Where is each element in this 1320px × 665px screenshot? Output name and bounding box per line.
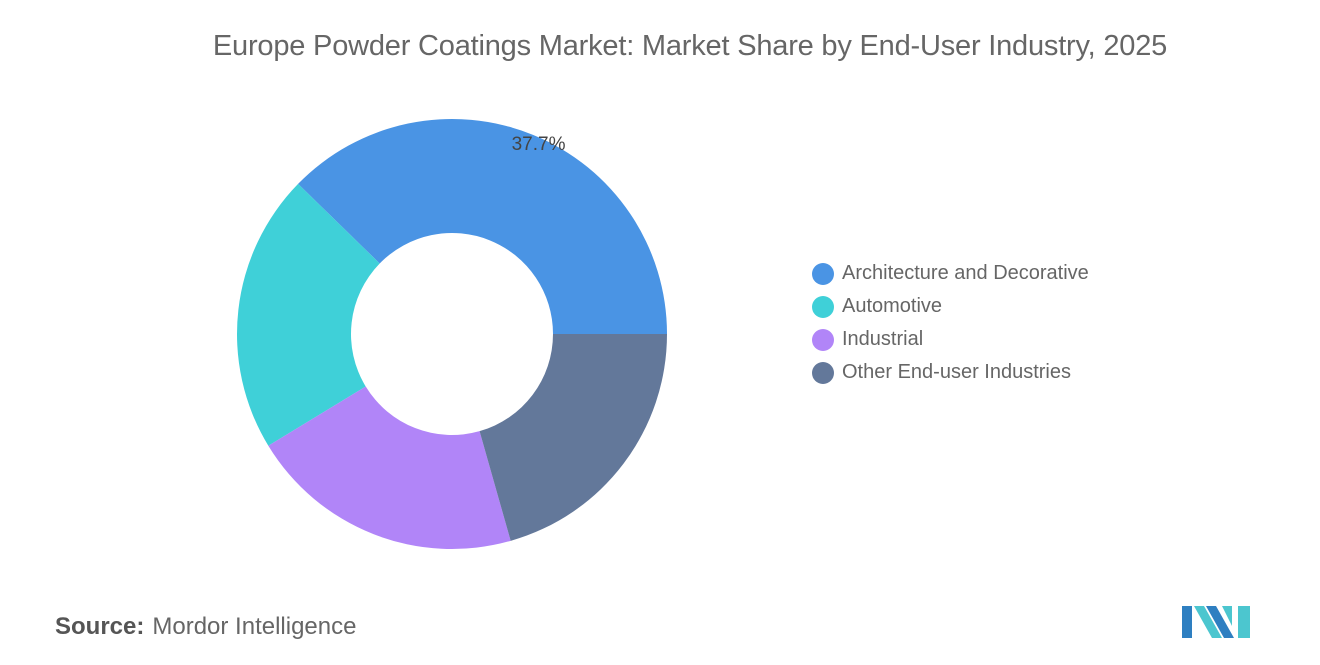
mordor-logo (1182, 606, 1250, 638)
source-label: Source: (55, 613, 145, 640)
slice-industrial (268, 386, 511, 549)
slice-automotive (236, 183, 380, 446)
chart-title: Europe Powder Coatings Market: Market Sh… (212, 30, 1168, 62)
donut-chart: 37.7% (236, 119, 667, 549)
legend-label: Other End-user Industries (842, 361, 1071, 383)
slice-other-end-user-industries (479, 334, 667, 541)
legend-label: Industrial (842, 328, 924, 350)
legend-item: Other End-user Industries (812, 356, 1089, 389)
legend-item: Automotive (812, 290, 1089, 323)
slice-architecture-and-decorative (298, 119, 667, 334)
source-value: Mordor Intelligence (152, 613, 357, 640)
legend-swatch (812, 295, 834, 318)
legend-swatch (812, 262, 834, 285)
source-note: Source: Mordor Intelligence (55, 613, 356, 641)
legend-label: Automotive (842, 295, 943, 317)
legend-item: Industrial (812, 323, 1089, 356)
legend-label: Architecture and Decorative (842, 262, 1089, 284)
legend: Architecture and Decorative Automotive Ind… (812, 257, 1089, 389)
legend-swatch (812, 361, 834, 384)
data-label: 37.7% (512, 134, 566, 155)
legend-item: Architecture and Decorative (812, 257, 1089, 290)
legend-swatch (812, 328, 834, 351)
